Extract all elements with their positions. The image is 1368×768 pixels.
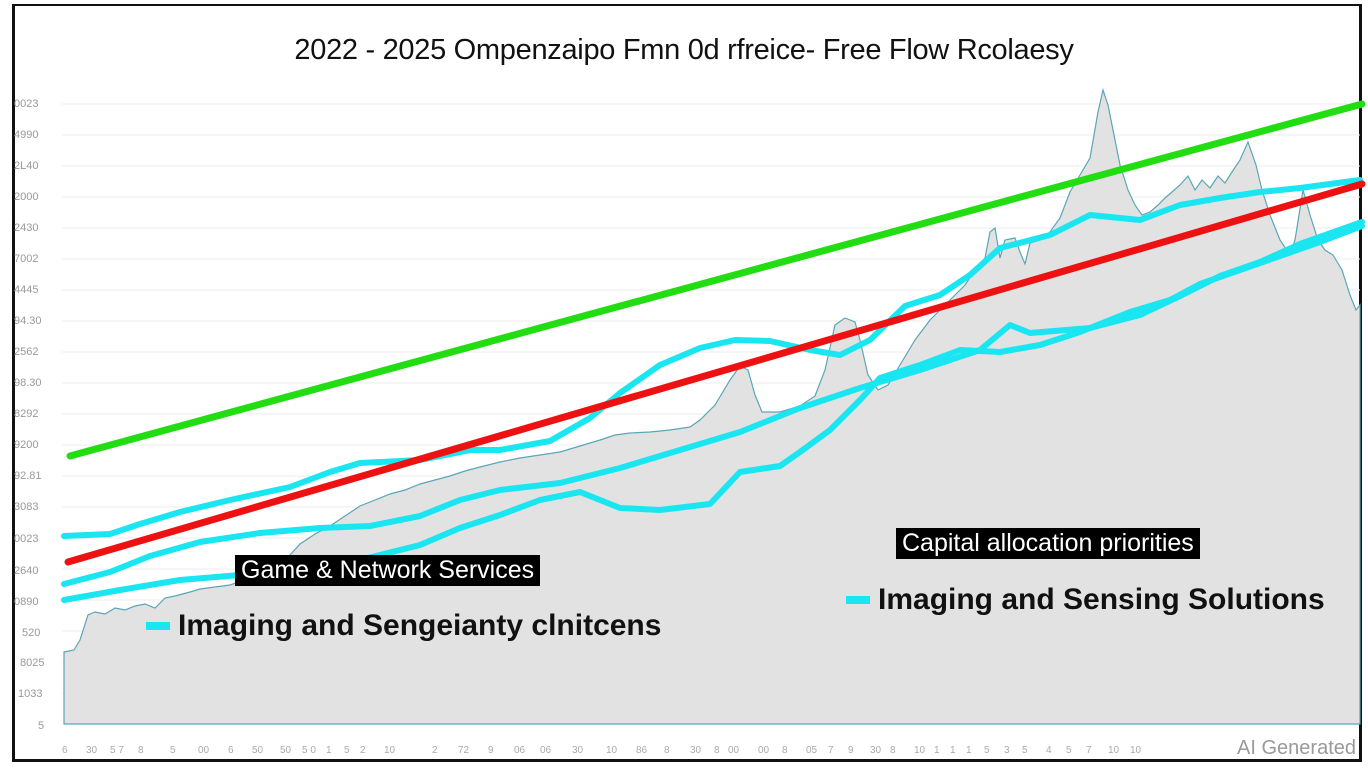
x-tick: 8	[782, 745, 788, 756]
x-tick: 06	[514, 745, 526, 756]
y-tick: 0890	[14, 596, 39, 608]
legend-item-right: Imaging and Sensing Solutions	[846, 583, 1325, 617]
y-tick: 8025	[20, 657, 45, 669]
x-tick: 8	[714, 745, 720, 756]
y-tick: 520	[22, 627, 41, 639]
x-tick: 8	[890, 745, 896, 756]
x-tick: 9	[488, 745, 494, 756]
x-tick: 30	[690, 745, 702, 756]
x-tick: 2	[360, 745, 366, 756]
x-tick: 30	[86, 745, 98, 756]
x-tick: 2	[432, 745, 438, 756]
y-tick: 3083	[14, 501, 39, 513]
legend-label: Imaging and Sengeianty clnitcens	[178, 609, 662, 642]
y-tick: 0023	[14, 533, 39, 545]
y-tick: 2640	[14, 565, 39, 577]
cyan-swatch-icon	[146, 622, 170, 630]
x-tick: 4	[1046, 745, 1052, 756]
legend-label: Imaging and Sensing Solutions	[878, 583, 1325, 616]
x-tick: 10	[384, 745, 396, 756]
x-tick: 10	[914, 745, 926, 756]
y-tick: 7002	[14, 253, 39, 265]
y-tick: 98.30	[14, 377, 42, 389]
x-tick: 7	[1086, 745, 1092, 756]
x-tick: 9	[848, 745, 854, 756]
y-tick: 1033	[18, 688, 43, 700]
x-tick: 06	[540, 745, 552, 756]
x-tick: 5	[344, 745, 350, 756]
x-tick: 6	[228, 745, 234, 756]
x-tick: 5	[984, 745, 990, 756]
red-trend-line	[64, 180, 1366, 566]
x-tick: 7	[828, 745, 834, 756]
cyan-upper-line	[61, 177, 1363, 539]
y-tick: 2L40	[14, 160, 39, 172]
x-tick: 30	[572, 745, 584, 756]
x-tick: 10	[606, 745, 618, 756]
annotation-game-network-services: Game & Network Services	[235, 555, 541, 586]
x-tick: 00	[198, 745, 210, 756]
y-tick: 2562	[14, 346, 39, 358]
green-trend-line	[66, 100, 1366, 460]
x-tick: 5	[170, 745, 176, 756]
y-tick: 92.81	[14, 470, 42, 482]
x-tick: 1	[966, 745, 972, 756]
x-tick: 72	[458, 745, 470, 756]
y-tick: 8292	[14, 408, 39, 420]
cyan-swatch-icon	[846, 596, 870, 604]
y-tick: 4990	[14, 129, 39, 141]
y-tick: 5	[38, 720, 45, 732]
x-tick: 1	[326, 745, 332, 756]
legend-item-left: Imaging and Sengeianty clnitcens	[146, 609, 661, 643]
y-tick: 94.30	[14, 315, 42, 327]
y-tick: 2430	[14, 222, 39, 234]
x-tick: 86	[636, 745, 648, 756]
x-tick: 1	[950, 745, 956, 756]
x-tick: 5 7	[110, 745, 124, 756]
x-tick: 05	[806, 745, 818, 756]
x-tick: 50	[280, 745, 292, 756]
chart-title: 2022 - 2025 Ompenzaipo Fmn 0d rfreice- F…	[294, 34, 1074, 66]
x-tick: 5 0	[302, 745, 316, 756]
y-tick: 2000	[14, 191, 39, 203]
x-tick: 50	[252, 745, 264, 756]
x-tick: 3	[1004, 745, 1010, 756]
y-tick: 0023	[14, 98, 39, 110]
annotation-capital-allocation: Capital allocation priorities	[896, 528, 1200, 559]
y-tick: 4445	[14, 284, 39, 296]
x-tick: 5	[1022, 745, 1028, 756]
x-tick: 00	[728, 745, 740, 756]
x-tick: 30	[870, 745, 882, 756]
x-tick: 6	[62, 745, 68, 756]
x-tick: 10	[1108, 745, 1120, 756]
x-tick: 10	[1130, 745, 1142, 756]
ai-generated-watermark: AI Generated	[1237, 737, 1356, 759]
x-tick: 8	[138, 745, 144, 756]
x-tick: 00	[758, 745, 770, 756]
x-tick: 8	[664, 745, 670, 756]
y-tick: 9200	[14, 439, 39, 451]
x-tick: 5	[1066, 745, 1072, 756]
x-tick: 1	[934, 745, 940, 756]
